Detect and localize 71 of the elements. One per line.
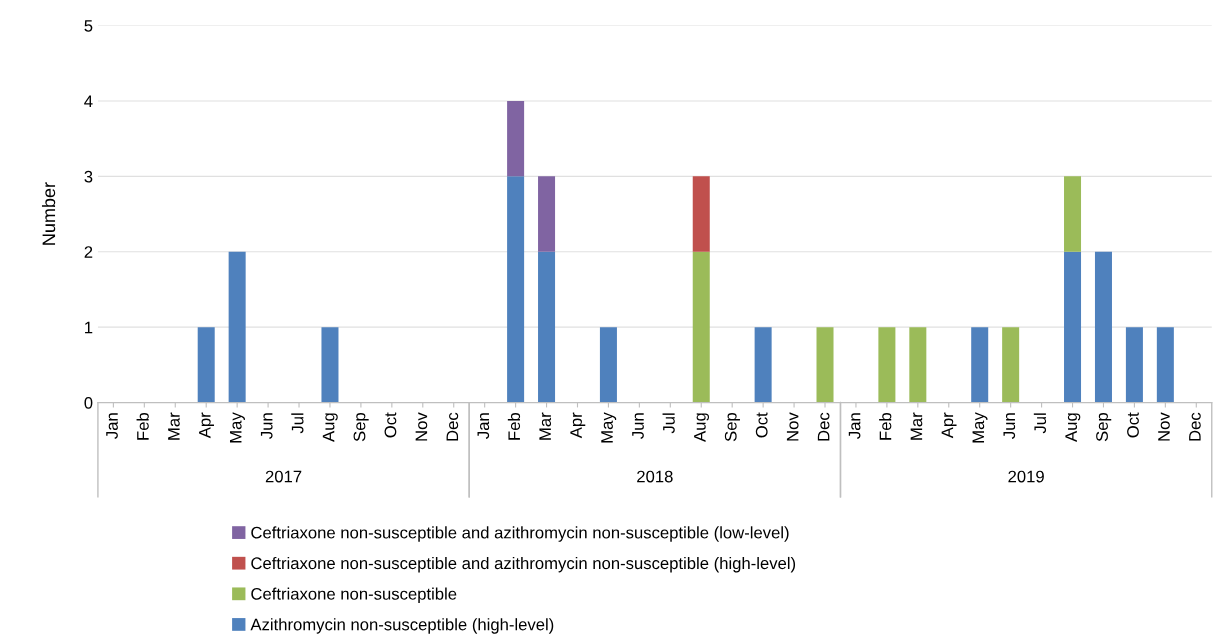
x-tick-label: Nov (786, 412, 799, 441)
y-tick-label: 3 (84, 170, 93, 183)
x-tick-label: Mar (910, 412, 923, 440)
bar (599, 327, 617, 403)
x-tick-label: Jul (291, 413, 304, 434)
x-tick-label: Jun (632, 413, 644, 439)
bar (538, 251, 556, 403)
x-tick-label: Jul (662, 413, 675, 434)
y-axis-title: Number (41, 182, 56, 245)
x-tick-label: Aug (322, 413, 338, 442)
x-tick-label: Oct (384, 412, 397, 438)
bar (909, 327, 927, 403)
x-tick-label: Sep (353, 412, 369, 442)
bar (1094, 251, 1112, 403)
bar (1156, 327, 1174, 403)
bar (754, 327, 772, 403)
x-tick-label: Apr (941, 412, 957, 439)
legend-label: Ceftriaxone non-susceptible and azithromycin non-susceptible (low-level) (251, 526, 789, 542)
text: 2017 (265, 470, 302, 483)
x-tick-label: Jan (477, 413, 490, 439)
x-tick-label: Aug (694, 413, 710, 442)
bar (1064, 251, 1082, 403)
x-tick-label: Feb (507, 412, 521, 440)
bar (507, 100, 525, 177)
x-tick-label: Mar (539, 412, 552, 440)
legend-label: Azithromycin non-susceptible (high-level) (250, 618, 554, 634)
x-tick-label: Aug (1065, 413, 1081, 442)
x-tick-label: Oct (755, 412, 768, 438)
legend-label: Ceftriaxone non-susceptible (251, 587, 457, 604)
x-tick-label: Dec (446, 412, 459, 441)
x-tick-label: Jun (260, 413, 273, 439)
bar (1002, 327, 1020, 403)
x-tick-label: Oct (1127, 412, 1139, 438)
bar (228, 251, 246, 403)
x-tick-label: Jun (1003, 413, 1016, 439)
x-tick-label: Dec (817, 412, 830, 441)
bar (1125, 327, 1143, 403)
y-tick-label: 4 (84, 95, 93, 107)
text: 2018 (637, 470, 673, 483)
bar (692, 176, 710, 252)
x-tick-label: Jul (1033, 413, 1047, 434)
bar (321, 327, 339, 403)
x-tick-label: Apr (570, 412, 586, 439)
x-tick-label: Feb (879, 412, 892, 440)
x-tick-label: Jan (106, 413, 118, 439)
x-tick-label: Dec (1189, 412, 1201, 441)
bar (538, 176, 556, 252)
legend-label: Ceftriaxone non-susceptible and azithromycin non-susceptible (high-level) (251, 556, 796, 573)
y-tick-label: 2 (84, 246, 93, 258)
y-tick-label: 5 (84, 20, 93, 32)
x-tick-label: Mar (168, 412, 180, 440)
bar (971, 327, 989, 403)
x-tick-label: Sep (724, 412, 740, 442)
x-tick-label: May (972, 412, 988, 443)
x-tick-label: May (229, 412, 245, 443)
bar (197, 327, 215, 403)
x-tick-label: Sep (1096, 412, 1112, 442)
x-tick-label: May (601, 412, 617, 443)
bar (692, 251, 710, 403)
bar (878, 327, 896, 403)
x-tick-label: Apr (199, 412, 214, 439)
x-tick-label: Jan (848, 413, 861, 439)
bar (816, 327, 834, 403)
y-tick-label: 0 (84, 396, 93, 409)
x-tick-label: Nov (1158, 412, 1170, 441)
bar (1064, 176, 1082, 252)
x-tick-label: Feb (136, 412, 149, 440)
x-tick-label: Nov (415, 412, 428, 441)
bar (507, 176, 525, 403)
y-tick-label: 1 (85, 321, 93, 334)
text: 2019 (1008, 470, 1044, 483)
